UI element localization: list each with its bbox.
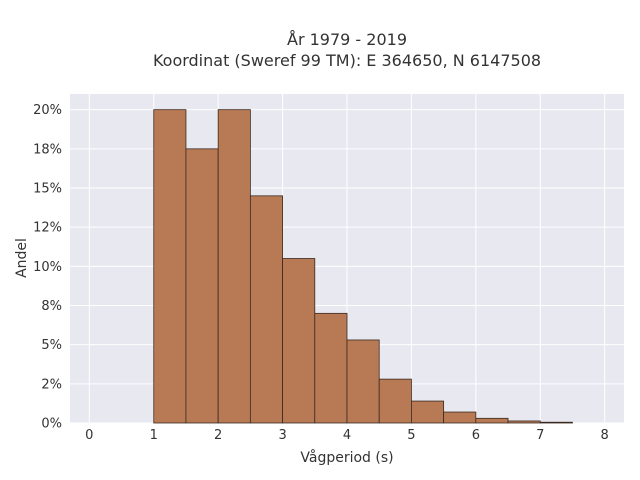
y-tick-label: 8% [41,299,62,314]
y-tick-label: 12% [33,221,62,236]
y-tick-label: 2% [41,377,62,392]
x-tick-label: 2 [214,428,222,443]
y-tick-label: 15% [33,182,62,197]
histogram-bar [217,109,251,424]
x-tick-label: 1 [150,428,158,443]
x-tick-label: 0 [85,428,93,443]
histogram-bar [539,421,573,424]
histogram-bar [314,312,348,424]
chart-subtitle: Koordinat (Sweref 99 TM): E 364650, N 61… [153,51,541,70]
histogram-bar [378,378,412,424]
y-tick-label: 18% [33,142,62,157]
histogram-bar [346,339,380,424]
y-tick-label: 10% [33,260,62,275]
y-tick-label: 5% [41,338,62,353]
y-axis-ticks: 0% 2% 5% 8% 10% 12% 15% 18% 20% [33,103,62,431]
histogram-bar [475,417,509,424]
histogram-bar [443,411,477,424]
x-tick-label: 6 [472,428,480,443]
x-tick-label: 8 [601,428,609,443]
x-tick-label: 3 [278,428,286,443]
histogram-bar [153,109,187,424]
x-axis-label: Vågperiod (s) [300,449,393,466]
bars [153,109,573,424]
y-tick-label: 0% [41,417,62,432]
y-tick-label: 20% [33,103,62,118]
histogram-bar [507,420,541,424]
x-tick-label: 4 [343,428,351,443]
x-tick-label: 7 [536,428,544,443]
y-axis-label: Andel [14,238,30,278]
histogram-bar [411,400,445,424]
histogram-bar [185,148,219,424]
x-tick-label: 5 [407,428,415,443]
x-axis-ticks: 0 1 2 3 4 5 6 7 8 [85,428,609,443]
histogram-bar [282,258,316,424]
histogram-bar [249,195,283,424]
chart-title: År 1979 - 2019 [287,30,407,49]
